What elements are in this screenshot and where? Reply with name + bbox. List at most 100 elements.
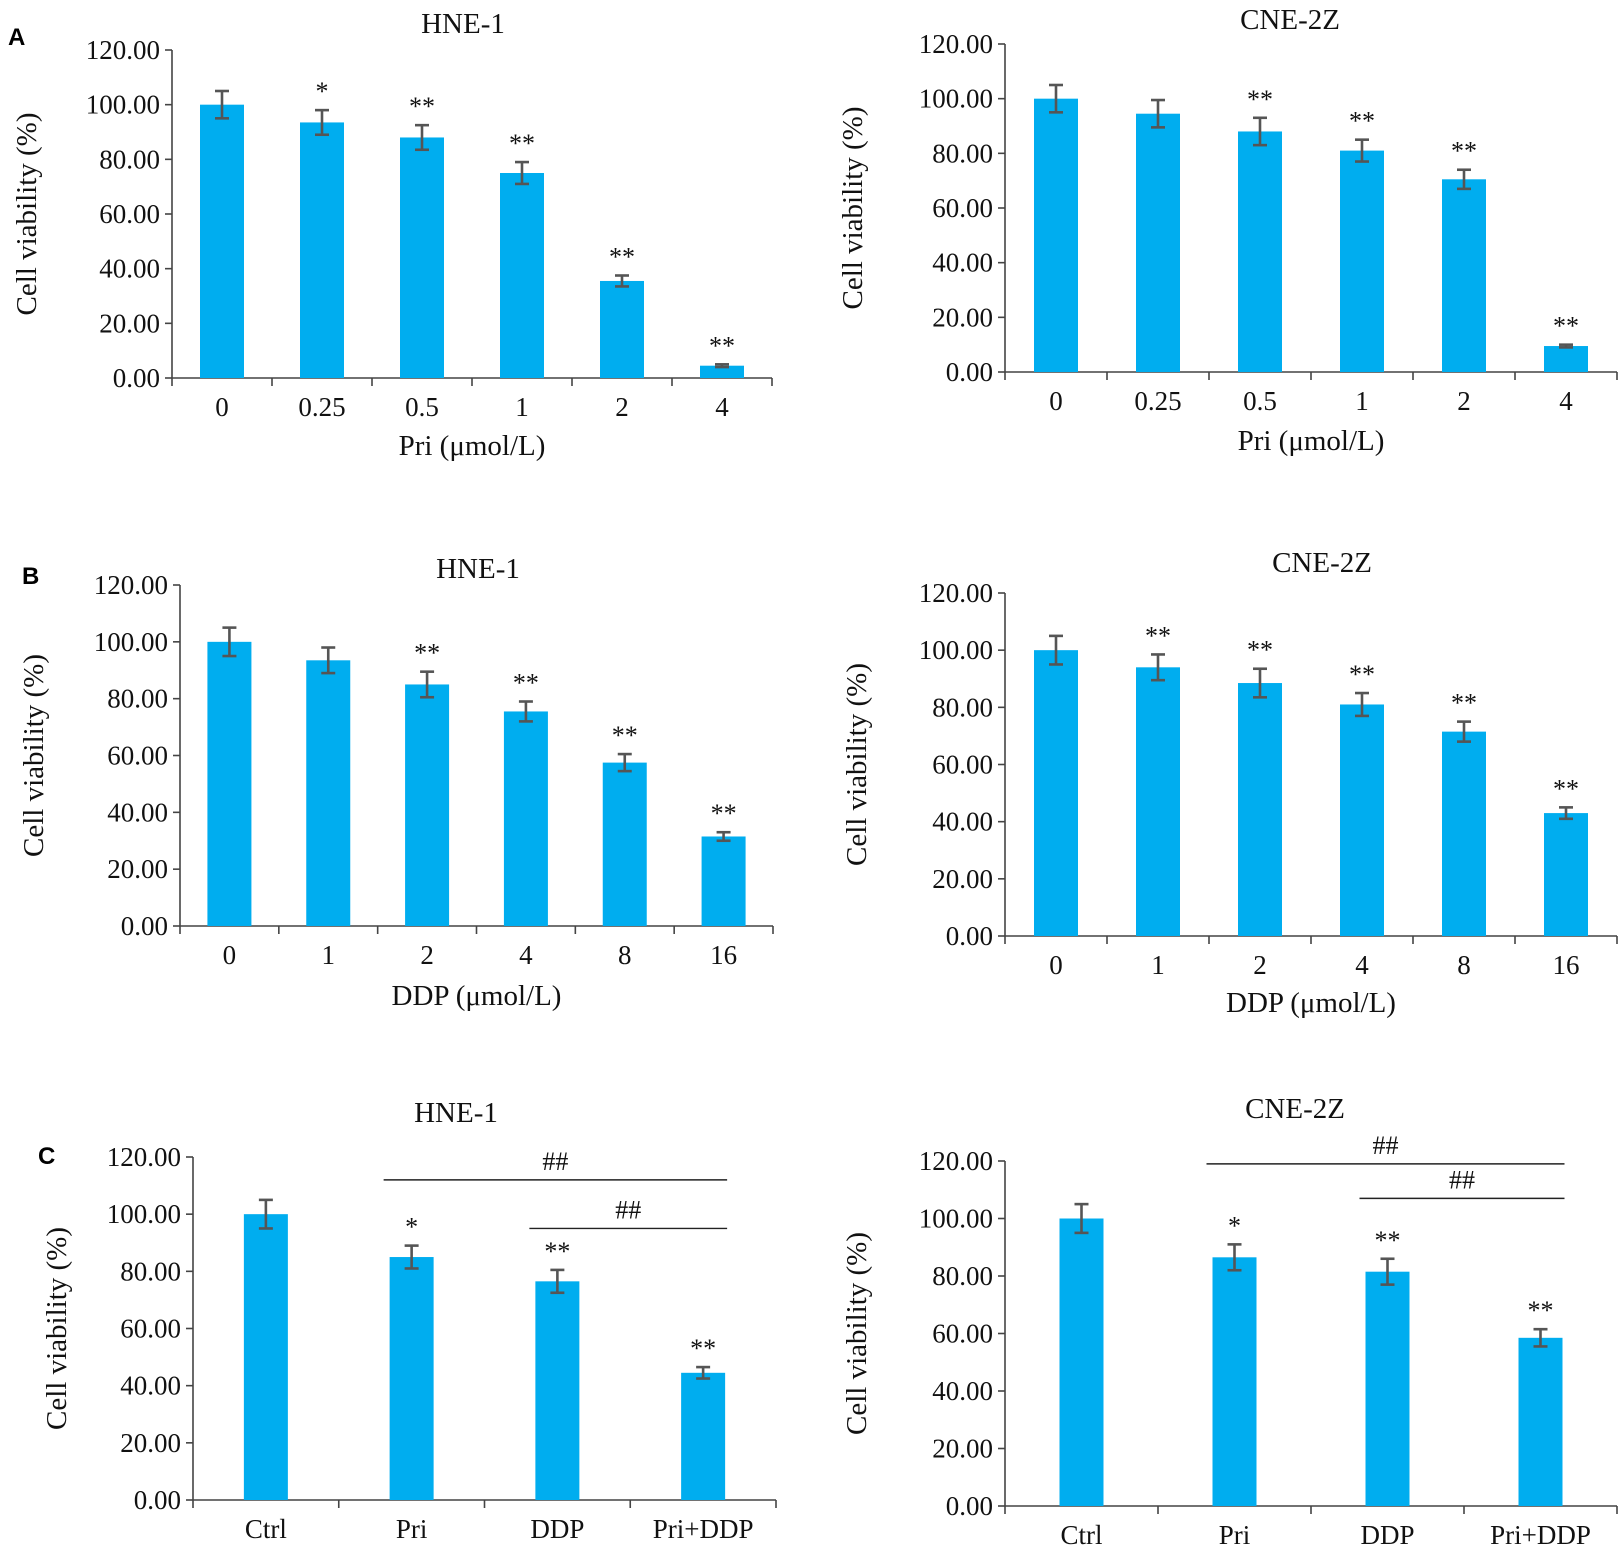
y-tick-label: 80.00: [120, 1256, 181, 1286]
bar: [200, 104, 244, 379]
bar: [1544, 813, 1588, 936]
y-tick-label: 120.00: [107, 1142, 181, 1172]
y-tick-label: 80.00: [99, 144, 160, 174]
x-tick-label: 2: [615, 392, 629, 422]
y-tick-label: 100.00: [107, 1199, 181, 1229]
bar: [503, 711, 548, 926]
chart-4: CNE-2Z 0.00 20.00 40.00 60.00 80.00 100.00 120.…: [841, 547, 1618, 1019]
bar: [602, 762, 647, 926]
significance-mark: **: [1375, 1226, 1401, 1255]
x-tick-label: 0.25: [298, 392, 345, 422]
y-tick-label: 100.00: [919, 1204, 993, 1234]
significance-mark: **: [1451, 689, 1477, 718]
bar: [1340, 150, 1384, 372]
x-tick-label: 8: [618, 940, 632, 970]
comparison-mark: ##: [615, 1195, 641, 1224]
significance-mark: *: [316, 77, 329, 106]
y-tick-label: 60.00: [99, 199, 160, 229]
error-bar: [1227, 1243, 1242, 1272]
error-bar: [715, 363, 729, 369]
error-bar: [515, 160, 529, 186]
significance-mark: **: [1451, 137, 1477, 166]
bar: [400, 137, 444, 378]
x-tick-label: 4: [1355, 950, 1369, 980]
x-tick-label: Pri: [396, 1514, 428, 1544]
bar: [700, 365, 744, 378]
x-tick-label: 1: [1151, 950, 1165, 980]
chart-2: CNE-2Z0.0020.0040.0060.0080.00100.00120.…: [837, 4, 1618, 457]
significance-mark: **: [414, 639, 440, 668]
significance-mark: **: [1349, 660, 1375, 689]
y-tick-label: 120.00: [86, 35, 160, 65]
y-tick-label: 40.00: [932, 807, 993, 837]
bar: [1518, 1337, 1563, 1506]
y-axis-label: Cell viability (%): [11, 113, 43, 316]
chart-title: HNE-1: [421, 8, 505, 40]
x-tick-label: DDP: [530, 1514, 584, 1544]
significance-mark: **: [609, 243, 635, 272]
y-tick-label: 100.00: [919, 84, 993, 114]
bar: [306, 660, 351, 926]
bar: [243, 1214, 288, 1500]
panel-label-c: C: [38, 1143, 55, 1170]
error-bar: [1457, 168, 1471, 191]
bar: [1544, 346, 1588, 372]
error-bar: [315, 108, 329, 137]
bar: [1365, 1271, 1410, 1506]
x-tick-label: 2: [420, 940, 434, 970]
bar: [1340, 704, 1384, 936]
bar: [1034, 650, 1078, 936]
significance-mark: **: [513, 669, 539, 698]
y-tick-label: 0.00: [121, 911, 168, 941]
chart-1: HNE-1 0.00 20.00 40.00 60.00 80.00 100.00 120.0…: [11, 8, 773, 462]
chart-title: CNE-2Z: [1272, 547, 1372, 579]
significance-mark: **: [1553, 312, 1579, 341]
error-bar: [1559, 343, 1573, 349]
x-tick-label: Ctrl: [1060, 1520, 1102, 1546]
bar: [681, 1372, 726, 1500]
chart-6: CNE-2Z 0.00 20.00 40.00 60.00 80.00 100.00 120.…: [841, 1093, 1618, 1546]
x-tick-label: 1: [1355, 386, 1369, 416]
x-tick-label: Pri: [1219, 1520, 1251, 1546]
y-tick-label: 60.00: [120, 1314, 181, 1344]
error-bar: [716, 830, 731, 843]
comparison-mark: ##: [542, 1147, 568, 1176]
x-tick-label: 16: [1553, 950, 1580, 980]
x-tick-label: 0: [1049, 386, 1063, 416]
bar: [500, 173, 544, 378]
y-axis-label: Cell viability (%): [18, 654, 50, 857]
bar: [1442, 179, 1486, 372]
y-tick-label: 120.00: [94, 570, 168, 600]
bar: [1136, 667, 1180, 936]
chart-5: HNE-1 0.00 20.00 40.00 60.00 80.00 100.00 120.0…: [41, 1097, 777, 1544]
y-tick-label: 120.00: [919, 29, 993, 59]
x-tick-label: Pri+DDP: [653, 1514, 754, 1544]
bar: [207, 641, 252, 926]
chart-title: CNE-2Z: [1240, 4, 1340, 36]
y-tick-label: 0.00: [134, 1485, 181, 1515]
error-bar: [1253, 667, 1267, 699]
x-axis-label: DDP (μmol/L): [392, 980, 562, 1012]
bar: [389, 1257, 434, 1500]
significance-mark: **: [1349, 107, 1375, 136]
bar: [535, 1281, 580, 1500]
error-bar: [696, 1365, 711, 1380]
chart-3: HNE-1 0.00 20.00 40.00 60.00 80.00 100.00 120.0…: [18, 553, 774, 1012]
y-tick-label: 40.00: [932, 248, 993, 278]
significance-mark: **: [544, 1237, 570, 1266]
chart-panels: HNE-10.0020.0040.0060.0080.00100.00120.0…: [11, 4, 1618, 1546]
significance-mark: **: [1145, 621, 1171, 650]
x-tick-label: 0.25: [1134, 386, 1181, 416]
comparison-mark: ##: [1449, 1165, 1475, 1194]
y-tick-label: 20.00: [932, 864, 993, 894]
y-tick-label: 80.00: [932, 1261, 993, 1291]
error-bar: [420, 670, 435, 699]
y-tick-label: 60.00: [932, 1319, 993, 1349]
chart-title: CNE-2Z: [1245, 1093, 1345, 1125]
x-tick-label: Pri+DDP: [1490, 1520, 1591, 1546]
y-tick-label: 0.00: [946, 357, 993, 387]
y-tick-label: 100.00: [94, 627, 168, 657]
y-tick-label: 20.00: [932, 1434, 993, 1464]
y-axis-label: Cell viability (%): [837, 107, 869, 310]
